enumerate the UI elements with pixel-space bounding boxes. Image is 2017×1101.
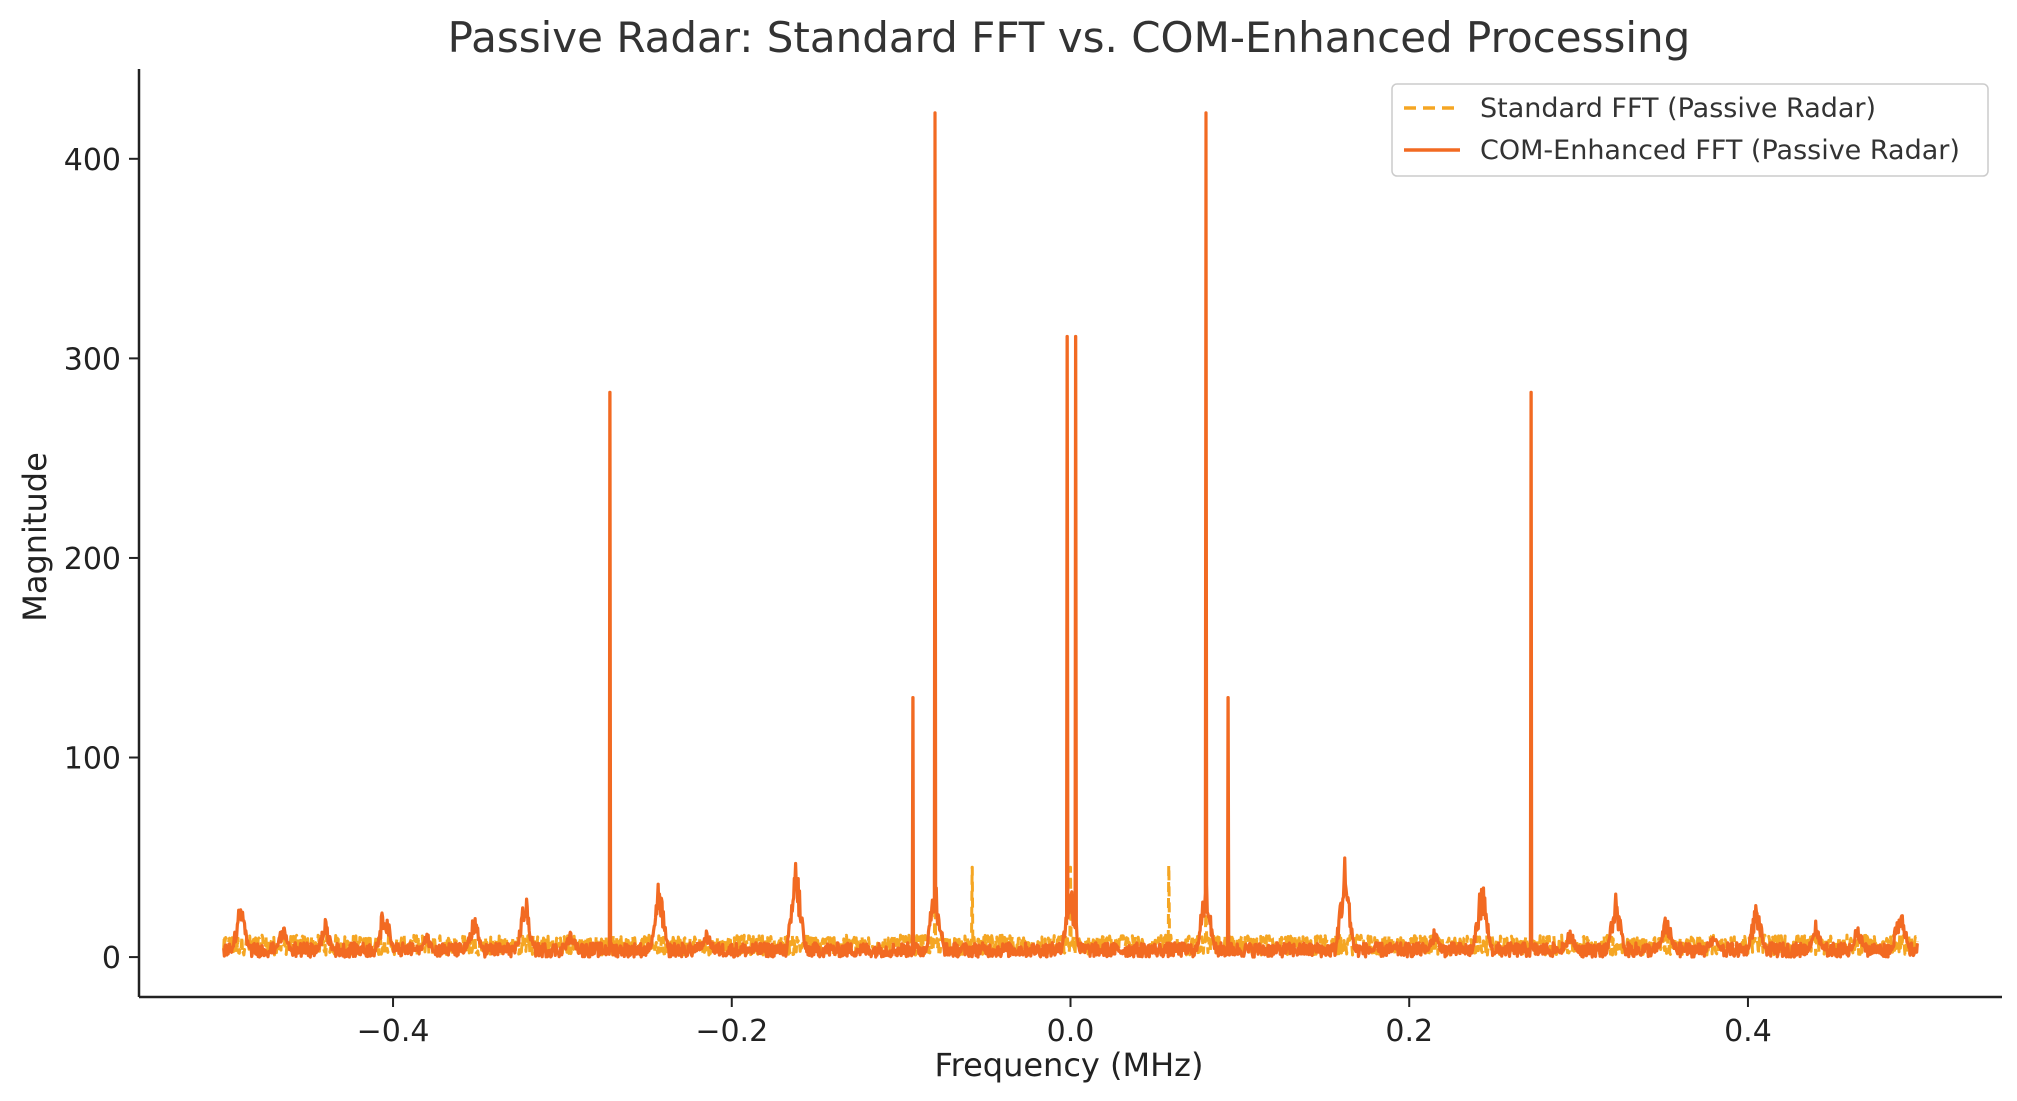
legend-label-standard: Standard FFT (Passive Radar): [1480, 93, 1876, 124]
chart-title: Passive Radar: Standard FFT vs. COM-Enha…: [448, 13, 1691, 62]
legend-label-com: COM-Enhanced FFT (Passive Radar): [1480, 135, 1960, 166]
x-tick-label: 0.4: [1724, 1014, 1772, 1049]
y-ticks: 0 100 200 300 400: [64, 143, 139, 976]
y-tick-label: 200: [64, 542, 121, 577]
series-line-com-enhanced-fft: [222, 111, 1919, 959]
legend-box: [1391, 83, 1989, 177]
x-ticks: −0.4 −0.2 0.0 0.2 0.4: [357, 997, 1772, 1049]
y-tick-label: 100: [64, 742, 121, 777]
legend: Standard FFT (Passive Radar) COM-Enhance…: [1391, 83, 1989, 177]
y-tick-label: 300: [64, 342, 121, 377]
plot-area: [222, 111, 1919, 959]
y-tick-label: 0: [102, 941, 121, 976]
x-tick-label: 0.2: [1385, 1014, 1433, 1049]
x-tick-label: −0.4: [357, 1014, 430, 1049]
x-tick-label: 0.0: [1047, 1014, 1095, 1049]
x-axis-label: Frequency (MHz): [935, 1046, 1204, 1084]
y-axis-label: Magnitude: [16, 452, 54, 622]
y-tick-label: 400: [64, 143, 121, 178]
x-tick-label: −0.2: [695, 1014, 768, 1049]
